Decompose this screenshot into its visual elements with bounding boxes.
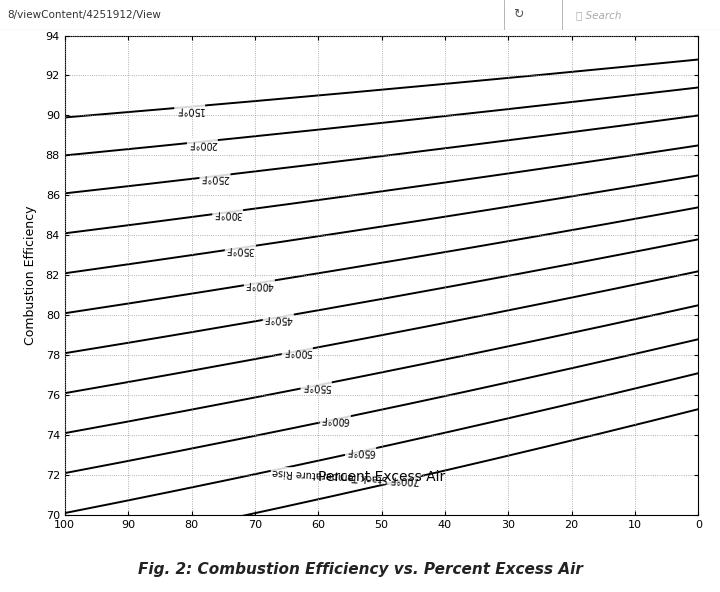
Text: 400°F: 400°F [245, 278, 274, 289]
Text: Percent Excess Air: Percent Excess Air [318, 469, 445, 484]
Text: 650°F: 650°F [346, 446, 375, 457]
Text: 8/viewContent/4251912/View: 8/viewContent/4251912/View [7, 10, 161, 20]
Text: 350°F: 350°F [225, 244, 255, 255]
Text: 450°F: 450°F [264, 313, 293, 324]
Text: 150°F: 150°F [175, 104, 204, 114]
Text: 700°F Stack Temperature Rise: 700°F Stack Temperature Rise [271, 467, 420, 485]
Text: 250°F: 250°F [200, 173, 230, 184]
Text: 600°F: 600°F [320, 414, 350, 425]
Text: 200°F: 200°F [188, 139, 217, 149]
Text: ↻: ↻ [513, 8, 523, 21]
Text: 🔍 Search: 🔍 Search [576, 10, 621, 20]
Text: 500°F: 500°F [283, 346, 312, 358]
Text: Fig. 2: Combustion Efficiency vs. Percent Excess Air: Fig. 2: Combustion Efficiency vs. Percen… [138, 562, 582, 577]
Y-axis label: Combustion Efficiency: Combustion Efficiency [24, 205, 37, 345]
Text: 550°F: 550°F [302, 380, 331, 391]
Text: 300°F: 300°F [213, 208, 242, 219]
